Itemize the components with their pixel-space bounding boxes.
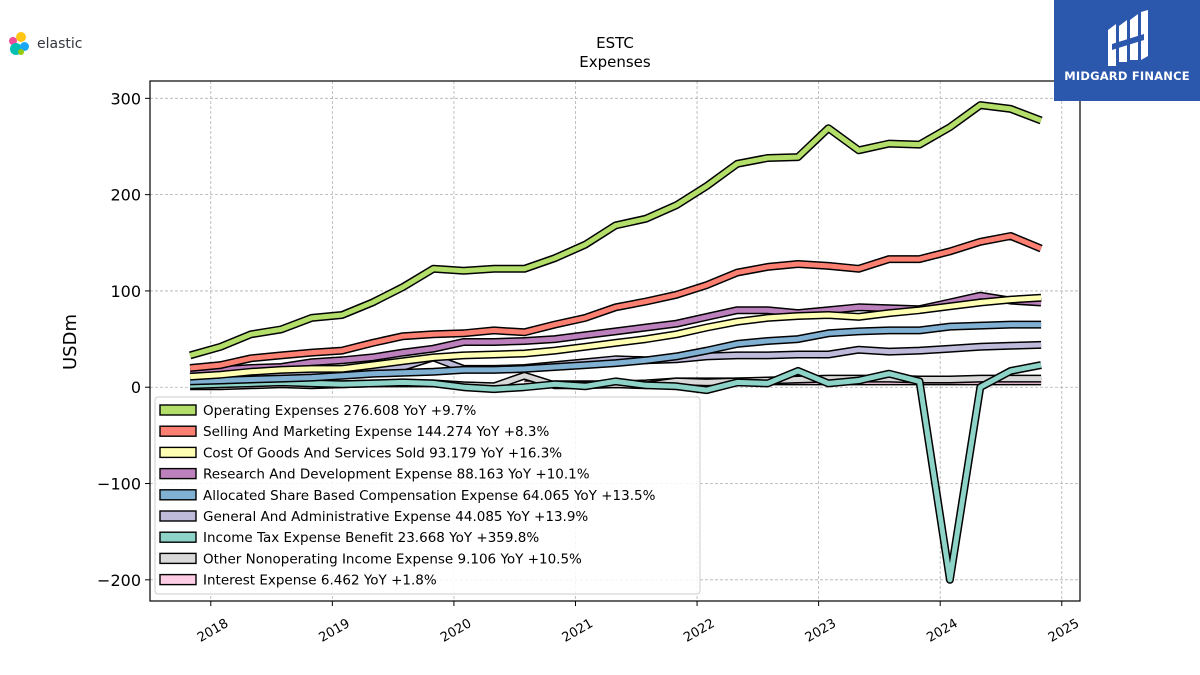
series-line-cost-of-goods-and-services-sold (189, 295, 1042, 380)
legend-entry-label: Cost Of Goods And Services Sold 93.179 Y… (203, 445, 562, 461)
legend-entry-label: Income Tax Expense Benefit 23.668 YoY +3… (203, 530, 539, 546)
x-tick-label: 2021 (560, 616, 596, 646)
series-line-allocated-share-based-compensation-expense (190, 322, 1042, 384)
y-tick-label: 100 (110, 282, 141, 301)
x-tick-label: 2019 (317, 616, 353, 646)
legend-swatch (159, 489, 197, 501)
x-tick-label: 2018 (195, 616, 231, 646)
x-tick-label: 2020 (438, 616, 474, 646)
elastic-logo: elastic (8, 32, 82, 56)
legend-entry-label: Other Nonoperating Income Expense 9.106 … (203, 551, 582, 567)
legend-swatch (159, 552, 197, 565)
legend-swatch (159, 425, 197, 437)
legend-swatch (159, 404, 197, 416)
x-tick-label: 2024 (924, 616, 960, 646)
elastic-logo-text: elastic (37, 36, 83, 52)
legend-swatch (159, 446, 197, 459)
legend-swatch (159, 573, 197, 586)
legend-entry-label: Research And Development Expense 88.163 … (203, 467, 590, 483)
y-tick-label: 0 (131, 378, 141, 397)
legend-swatch (159, 510, 197, 522)
legend-entry-label: Operating Expenses 276.608 YoY +9.7% (203, 403, 477, 419)
y-axis-label: USDm (60, 314, 81, 370)
y-tick-label: −200 (97, 571, 141, 590)
y-tick-label: 200 (110, 186, 141, 205)
x-tick-label: 2025 (1046, 616, 1082, 646)
x-tick-label: 2023 (803, 616, 839, 646)
y-tick-label: −100 (97, 475, 141, 494)
elastic-logo-icon (8, 32, 32, 56)
series-lines (189, 101, 1043, 584)
series-line-income-tax-expense-benefit (190, 362, 1042, 583)
chart-subtitle: Expenses (579, 53, 651, 71)
legend-swatch (159, 531, 197, 543)
legend-box (154, 396, 701, 595)
legend-entry-label: Interest Expense 6.462 YoY +1.8% (203, 573, 437, 589)
midgard-finance-logo: MIDGARD FINANCE (1054, 0, 1200, 101)
midgard-logo-text: MIDGARD FINANCE (1064, 69, 1190, 83)
legend-entry-label: Selling And Marketing Expense 144.274 Yo… (203, 424, 549, 440)
legend-swatch (159, 467, 197, 480)
legend-entry-label: General And Administrative Expense 44.08… (203, 509, 588, 525)
series-line-selling-and-marketing-expense (189, 233, 1043, 371)
plot-frame (149, 80, 1081, 602)
midgard-logo-icon (1108, 10, 1148, 66)
legend-entry-label: Allocated Share Based Compensation Expen… (203, 488, 656, 504)
series-line-operating-expenses (189, 102, 1042, 358)
chart-title: ESTC (596, 34, 634, 52)
x-tick-label: 2022 (681, 616, 717, 646)
y-tick-label: 300 (110, 89, 141, 108)
legend: Operating Expenses 276.608 YoY +9.7% Sell… (154, 396, 701, 595)
